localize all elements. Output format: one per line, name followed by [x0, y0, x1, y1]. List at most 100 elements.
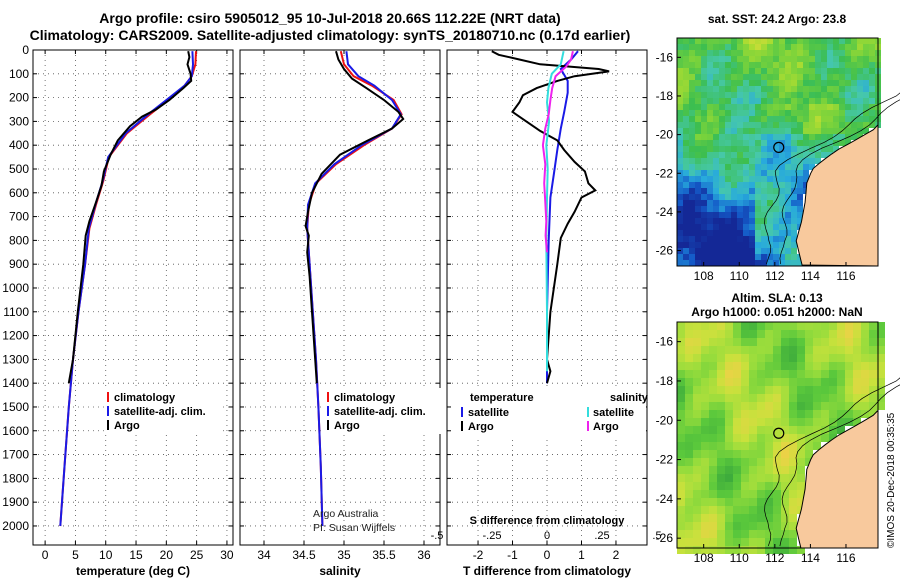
map-cell [683, 170, 689, 176]
map-cell [789, 546, 797, 554]
map-cell [837, 330, 845, 338]
map-cell [797, 86, 803, 92]
map-cell [815, 140, 821, 146]
map-cell [725, 140, 731, 146]
map-cell [749, 38, 755, 44]
map-cell [755, 260, 761, 266]
map-cell [765, 490, 773, 498]
map-cell [767, 116, 773, 122]
map-cell [683, 254, 689, 260]
map-cell [725, 254, 731, 260]
map-cell [809, 56, 815, 62]
map-cell [695, 194, 701, 200]
map-cell [821, 152, 827, 158]
map-cell [685, 410, 693, 418]
map-cell [757, 362, 765, 370]
map-cell [689, 194, 695, 200]
map-cell [731, 170, 737, 176]
map-cell [701, 474, 709, 482]
map-cell [749, 92, 755, 98]
map-cell [757, 474, 765, 482]
map-cell [731, 122, 737, 128]
map-cell [683, 62, 689, 68]
map-cell [713, 44, 719, 50]
map-cell [713, 230, 719, 236]
map-cell [833, 86, 839, 92]
map-cell [779, 206, 785, 212]
map-cell [765, 458, 773, 466]
map-cell [853, 386, 861, 394]
map-cell [713, 242, 719, 248]
map-cell [797, 158, 803, 164]
y-tick-label: 600 [9, 186, 29, 200]
map-cell [829, 402, 837, 410]
map-cell [869, 110, 875, 116]
map-cell [833, 74, 839, 80]
map-cell [677, 158, 683, 164]
map-cell [761, 62, 767, 68]
map-cell [833, 110, 839, 116]
map-cell [685, 522, 693, 530]
map-cell [741, 498, 749, 506]
map-cell [677, 224, 683, 230]
series-line-salinity-argo [541, 50, 574, 253]
map-cell [743, 212, 749, 218]
map-cell [815, 98, 821, 104]
map-cell [833, 128, 839, 134]
map-cell [837, 362, 845, 370]
map-cell [693, 370, 701, 378]
map-cell [749, 110, 755, 116]
map-cell [837, 418, 845, 426]
map-cell [851, 110, 857, 116]
map-cell [869, 386, 877, 394]
map-cell [741, 490, 749, 498]
legend-label: Argo [468, 421, 494, 433]
map-cell [713, 254, 719, 260]
map-cell [695, 38, 701, 44]
map-cell [767, 44, 773, 50]
map-x-tick-label: 108 [694, 551, 714, 565]
map-cell [743, 248, 749, 254]
map-cell [773, 134, 779, 140]
map-cell [797, 50, 803, 56]
map-cell [737, 62, 743, 68]
map-cell [713, 110, 719, 116]
map-cell [853, 370, 861, 378]
map-y-tick-label: -18 [656, 374, 674, 388]
map-cell [701, 522, 709, 530]
map-cell [767, 110, 773, 116]
map-cell [731, 176, 737, 182]
map-cell [693, 410, 701, 418]
map-cell [797, 206, 803, 212]
map-cell [797, 378, 805, 386]
map-cell [791, 62, 797, 68]
map-cell [707, 212, 713, 218]
map-cell [685, 394, 693, 402]
map-cell [731, 92, 737, 98]
map-cell [717, 474, 725, 482]
map-cell [733, 450, 741, 458]
map-cell [695, 188, 701, 194]
map-cell [695, 230, 701, 236]
map-cell [701, 378, 709, 386]
map-cell [789, 338, 797, 346]
map-cell [733, 538, 741, 546]
map-cell [725, 378, 733, 386]
map-cell [765, 346, 773, 354]
map-cell [781, 330, 789, 338]
map-cell [701, 506, 709, 514]
map-cell [719, 260, 725, 266]
map-cell [813, 410, 821, 418]
map-cell [713, 104, 719, 110]
map-cell [821, 92, 827, 98]
map-cell [853, 338, 861, 346]
map-cell [757, 506, 765, 514]
map-cell [869, 330, 877, 338]
map-cell [779, 158, 785, 164]
map-cell [797, 98, 803, 104]
map-cell [863, 122, 869, 128]
series-line-satellite-adj-clim- [306, 51, 402, 527]
map-cell [815, 158, 821, 164]
map-cell [689, 170, 695, 176]
map-cell [725, 260, 731, 266]
